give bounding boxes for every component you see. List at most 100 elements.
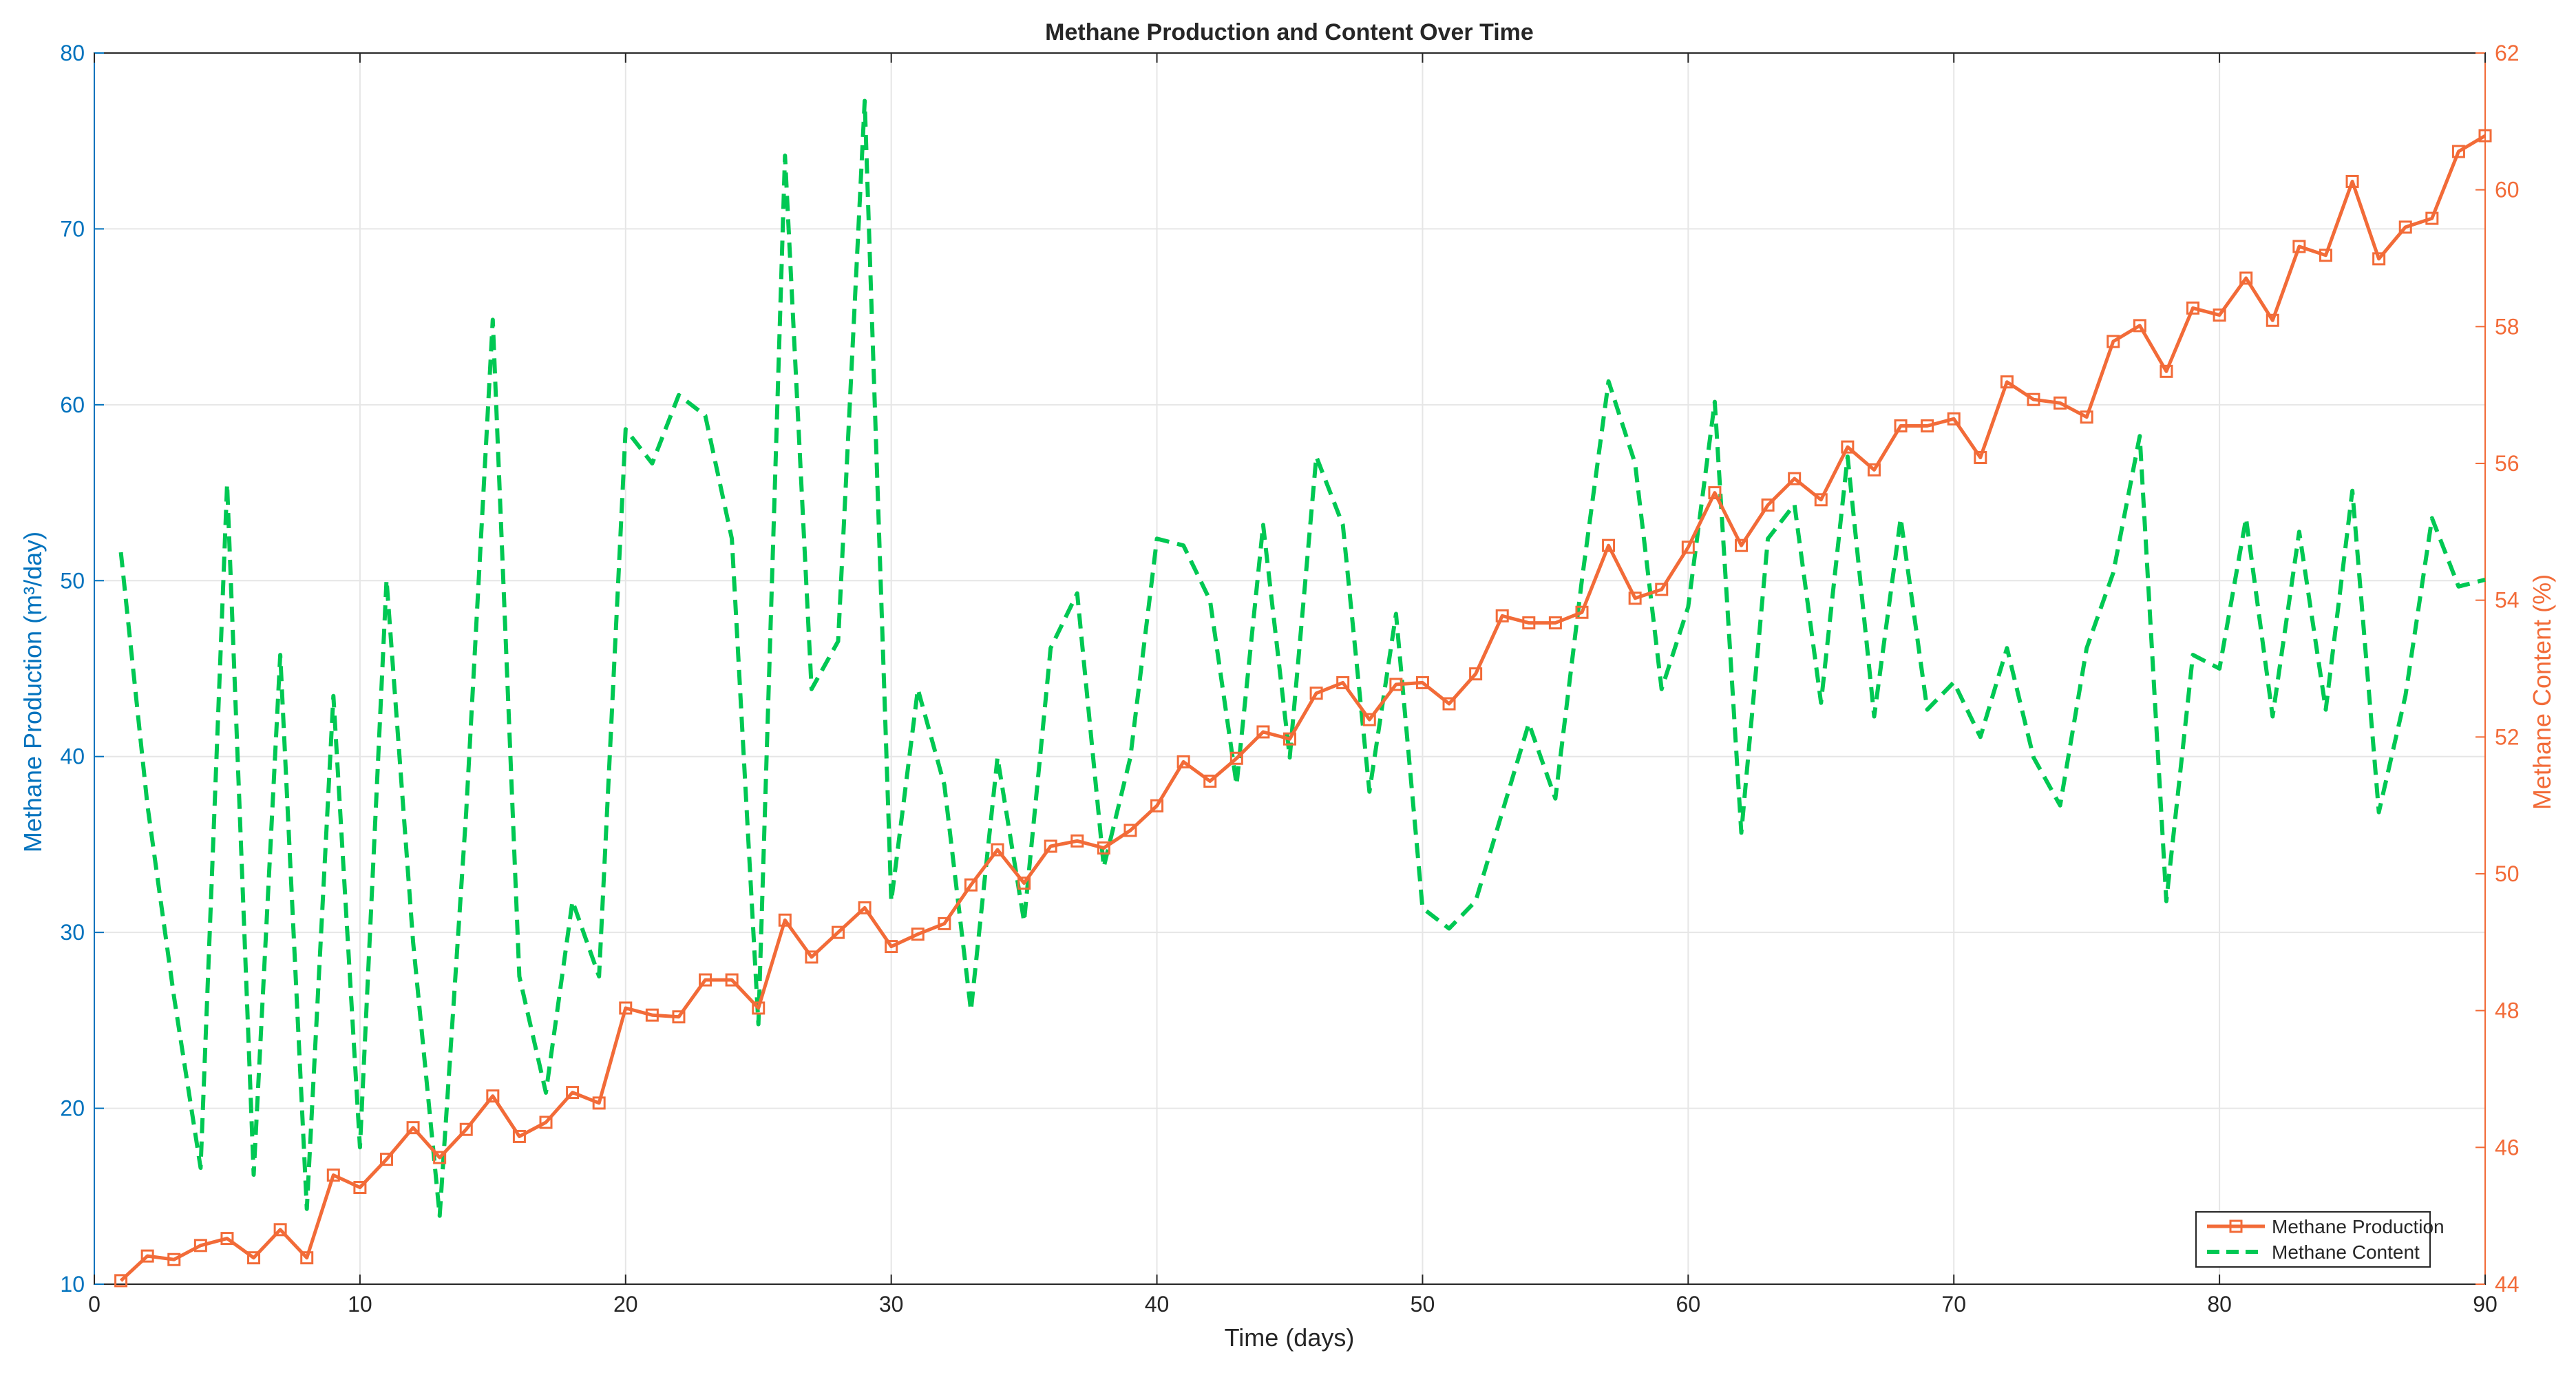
production-point (1655, 583, 1669, 596)
production-point (2372, 252, 2386, 266)
production-point (1283, 732, 1296, 746)
production-point (619, 1001, 633, 1015)
x-tick-label: 70 (1941, 1292, 1966, 1317)
production-point (1628, 591, 1642, 605)
x-tick-label: 50 (1411, 1292, 1435, 1317)
production-point (1522, 616, 1536, 630)
production-point (1469, 667, 1483, 681)
production-point (858, 901, 872, 914)
production-point (459, 1122, 473, 1136)
right-y-tick-label: 44 (2495, 1272, 2520, 1297)
production-point (699, 973, 712, 987)
production-point (831, 925, 845, 939)
production-point (379, 1153, 393, 1166)
x-axis: 0 10 20 30 40 50 60 70 80 90 (88, 53, 2498, 1317)
left-y-axis-label: Methane Production (m³/day) (19, 532, 47, 852)
x-tick-label: 90 (2473, 1292, 2498, 1317)
right-y-tick-label: 62 (2495, 41, 2520, 65)
production-point (752, 1001, 766, 1015)
production-point (326, 1168, 340, 1182)
production-point (1203, 774, 1217, 788)
legend-production-label: Methane Production (2272, 1216, 2445, 1237)
production-point (1044, 839, 1057, 853)
production-point (1867, 463, 1881, 476)
production-point (1389, 678, 1403, 691)
production-point (167, 1253, 181, 1266)
left-y-tick-label: 10 (60, 1272, 85, 1297)
production-point (1150, 799, 1164, 813)
production-point (2027, 392, 2040, 406)
production-point (1176, 755, 1190, 768)
production-point (2478, 129, 2492, 143)
production-point (433, 1151, 447, 1164)
production-point (725, 973, 739, 987)
right-y-tick-label: 46 (2495, 1135, 2520, 1160)
production-point (1309, 686, 1323, 700)
production-point (486, 1089, 500, 1103)
production-point (1761, 498, 1775, 512)
production-point (1017, 877, 1031, 890)
left-y-tick-label: 60 (60, 392, 85, 417)
legend-content-label: Methane Content (2272, 1241, 2420, 1263)
production-point (2107, 335, 2120, 348)
production-point (592, 1096, 606, 1110)
left-y-tick-label: 40 (60, 744, 85, 769)
x-tick-label: 40 (1145, 1292, 1170, 1317)
production-point (1097, 841, 1110, 855)
x-tick-label: 20 (613, 1292, 638, 1317)
production-point (885, 940, 898, 954)
production-point (1788, 472, 1802, 485)
production-point (193, 1239, 207, 1253)
right-y-tick-label: 50 (2495, 861, 2520, 886)
production-point (964, 878, 978, 892)
production-point (991, 843, 1004, 857)
left-y-tick-label: 30 (60, 920, 85, 945)
production-point (911, 927, 925, 941)
production-point (566, 1086, 580, 1100)
series-layer (114, 98, 2492, 1288)
series-line-methane-production (119, 134, 2487, 1282)
right-y-tick-label: 52 (2495, 724, 2520, 749)
production-point (2319, 249, 2332, 262)
production-point (247, 1251, 261, 1265)
production-point (2186, 301, 2200, 315)
x-axis-label: Time (days) (1225, 1323, 1355, 1352)
production-point (406, 1121, 420, 1135)
production-point (220, 1232, 234, 1246)
production-point (1921, 419, 1934, 433)
right-y-tick-label: 48 (2495, 998, 2520, 1023)
production-point (140, 1249, 154, 1263)
production-point (2292, 240, 2306, 253)
production-point (2160, 364, 2173, 378)
left-y-tick-label: 20 (60, 1096, 85, 1121)
production-point (2000, 375, 2014, 389)
x-tick-label: 80 (2207, 1292, 2232, 1317)
right-y-tick-label: 60 (2495, 178, 2520, 202)
production-point (512, 1129, 526, 1143)
production-point (1947, 412, 1961, 426)
production-point (1123, 824, 1137, 837)
production-point (1575, 605, 1589, 619)
production-point (1841, 440, 1855, 454)
production-point (273, 1223, 287, 1237)
production-point (2054, 396, 2067, 410)
production-point (1229, 751, 1243, 765)
production-point (2133, 319, 2146, 333)
left-y-tick-label: 80 (60, 41, 85, 65)
x-tick-label: 60 (1676, 1292, 1701, 1317)
production-point (1681, 541, 1695, 554)
legend-box (2195, 1211, 2431, 1268)
right-y-axis: 44 46 48 50 52 54 56 58 60 62 (2475, 41, 2520, 1297)
production-point (1974, 450, 1987, 464)
production-point (1070, 834, 1084, 848)
legend-production-marker (2229, 1219, 2243, 1233)
production-point (2425, 211, 2439, 225)
left-y-tick-label: 70 (60, 216, 85, 241)
production-point (1735, 538, 1749, 552)
series-line-methane-content (118, 98, 2486, 1218)
production-point (539, 1115, 553, 1129)
production-point (672, 1010, 686, 1024)
x-tick-label: 0 (88, 1292, 101, 1317)
